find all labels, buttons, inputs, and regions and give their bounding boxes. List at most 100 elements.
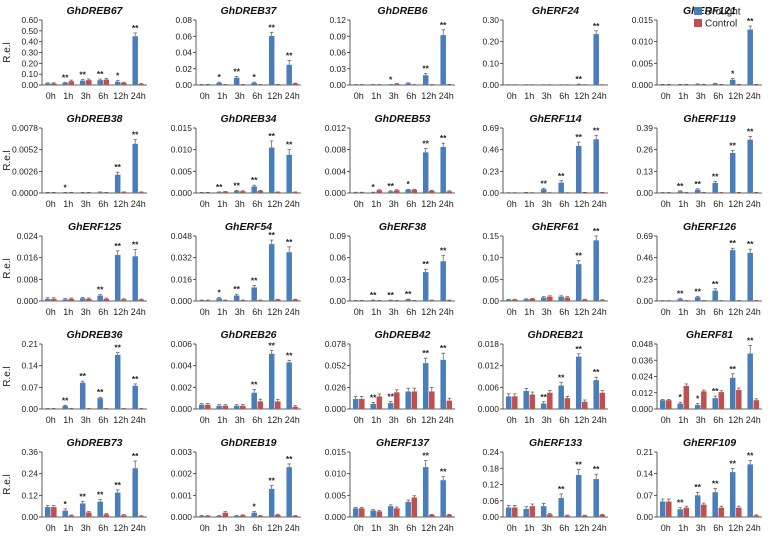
x-tick-label: 24h (285, 199, 300, 209)
x-tick-label: 0h (200, 523, 210, 533)
bar-drought-1h (523, 508, 529, 517)
x-tick-label: 6h (713, 199, 723, 209)
bar-control-1h (683, 385, 690, 409)
x-tick-label: 12h (267, 523, 282, 533)
significance-marker: ** (593, 126, 600, 136)
bar-drought-3h (387, 403, 394, 409)
significance-marker: ** (593, 367, 600, 377)
y-tick-label: 0.06 (329, 48, 346, 58)
bar-control-1h (68, 81, 75, 85)
x-tick-label: 1h (217, 307, 227, 317)
bar-control-12h (429, 514, 435, 517)
y-tick-label: 0.004 (325, 166, 347, 176)
x-tick-label: 3h (696, 415, 706, 425)
y-tick-label: 0.012 (478, 361, 500, 371)
y-tick-label: 0.00 (482, 80, 499, 90)
significance-marker: ** (575, 460, 582, 470)
y-tick-label: 0.60 (21, 15, 38, 25)
chart-title: GhERF38 (379, 221, 426, 233)
bar-drought-6h (251, 82, 257, 85)
bar-control-12h (121, 515, 127, 517)
y-tick-label: 0.18 (482, 463, 499, 473)
bar-drought-24h (747, 353, 753, 409)
bar-control-1h (529, 506, 536, 517)
bar-control-1h (376, 396, 383, 409)
bar-drought-1h (62, 405, 68, 409)
y-tick-label: 0.12 (21, 490, 38, 500)
x-tick-label: 12h (574, 415, 589, 425)
chart-title: GhDREB37 (220, 5, 277, 17)
significance-marker: ** (540, 178, 547, 188)
bar-drought-12h (575, 356, 582, 409)
y-tick-label: 0.07 (636, 490, 653, 500)
x-tick-label: 1h (217, 415, 227, 425)
y-tick-label: 0.00 (21, 404, 38, 414)
x-tick-label: 24h (131, 523, 146, 533)
y-tick-label: 0.036 (632, 355, 654, 365)
y-tick-label: 0.032 (171, 253, 193, 263)
x-tick-label: 3h (696, 91, 706, 101)
chart-panel-GhDREB26: GhDREB26 0.000 0.002 0.004 0.006 0h 1h 3h 6h ** 12… (171, 329, 301, 425)
bar-drought-0h (44, 298, 51, 301)
chart-title: GhERF81 (686, 329, 733, 341)
significance-marker: ** (132, 451, 139, 461)
x-tick-label: 1h (678, 523, 688, 533)
y-tick-label: 0.015 (325, 447, 347, 457)
bar-drought-24h (132, 385, 138, 409)
chart-panel-GhERF61: GhERF61 0.00 0.05 0.10 0.15 0h 1h 3h 6h 12h ** 24h *… (482, 221, 608, 317)
y-tick-label: 0.002 (171, 382, 193, 392)
bar-control-12h (582, 515, 588, 517)
y-tick-label: 0.00 (482, 512, 499, 522)
y-tick-label: 0.052 (325, 361, 347, 371)
bar-drought-3h (79, 503, 86, 517)
bar-drought-3h (233, 190, 240, 193)
x-tick-label: 0h (507, 415, 517, 425)
bar-control-3h (394, 508, 400, 517)
x-tick-label: 24h (285, 91, 300, 101)
x-tick-label: 24h (746, 523, 761, 533)
bar-control-0h (51, 83, 57, 85)
x-tick-label: 6h (252, 91, 262, 101)
y-tick-label: 0.010 (325, 469, 347, 479)
x-tick-label: 12h (574, 307, 589, 317)
bar-drought-24h (286, 252, 292, 301)
bar-control-1h (68, 298, 75, 301)
bar-drought-6h (712, 83, 718, 85)
bar-control-24h (138, 83, 145, 85)
y-tick-label: 0.12 (482, 480, 499, 490)
x-tick-label: 24h (439, 91, 454, 101)
bar-control-1h (529, 298, 536, 301)
bar-drought-12h (114, 81, 121, 85)
significance-marker: ** (216, 182, 223, 192)
x-tick-label: 24h (439, 415, 454, 425)
significance-marker: ** (114, 162, 121, 172)
x-tick-label: 24h (592, 523, 607, 533)
significance-marker: ** (286, 140, 293, 150)
chart-title: GhDREB21 (527, 329, 583, 341)
bar-control-24h (599, 392, 606, 409)
bar-control-12h (736, 390, 742, 409)
bar-drought-3h (387, 506, 394, 517)
x-tick-label: 6h (252, 307, 262, 317)
y-tick-label: 0.0078 (12, 123, 38, 133)
significance-marker: ** (593, 464, 600, 474)
chart-panel-GhDREB36: GhDREB36 0.00 0.07 0.14 0.21 R.e.l 0h 1h ** 3h ** 6… (2, 329, 147, 425)
bar-drought-0h (505, 299, 512, 301)
bar-control-0h (359, 399, 365, 409)
y-tick-label: 0.005 (325, 490, 347, 500)
significance-marker: ** (268, 230, 275, 240)
x-tick-label: 12h (728, 199, 743, 209)
bar-drought-12h (575, 84, 582, 85)
chart-panel-GhERF81: GhERF81 0.000 0.012 0.024 0.036 0.048 0h 1h * 3h *… (632, 329, 762, 425)
bar-drought-6h (97, 501, 103, 517)
chart-title: GhDREB6 (377, 5, 427, 17)
bar-control-0h (359, 508, 365, 517)
x-tick-label: 3h (542, 91, 552, 101)
x-tick-label: 12h (113, 523, 128, 533)
bar-drought-6h (251, 287, 257, 301)
bar-drought-24h (286, 362, 292, 409)
bar-control-3h (86, 80, 92, 85)
bar-drought-12h (729, 250, 736, 301)
bar-drought-6h (405, 501, 411, 517)
significance-marker: * (64, 182, 68, 192)
